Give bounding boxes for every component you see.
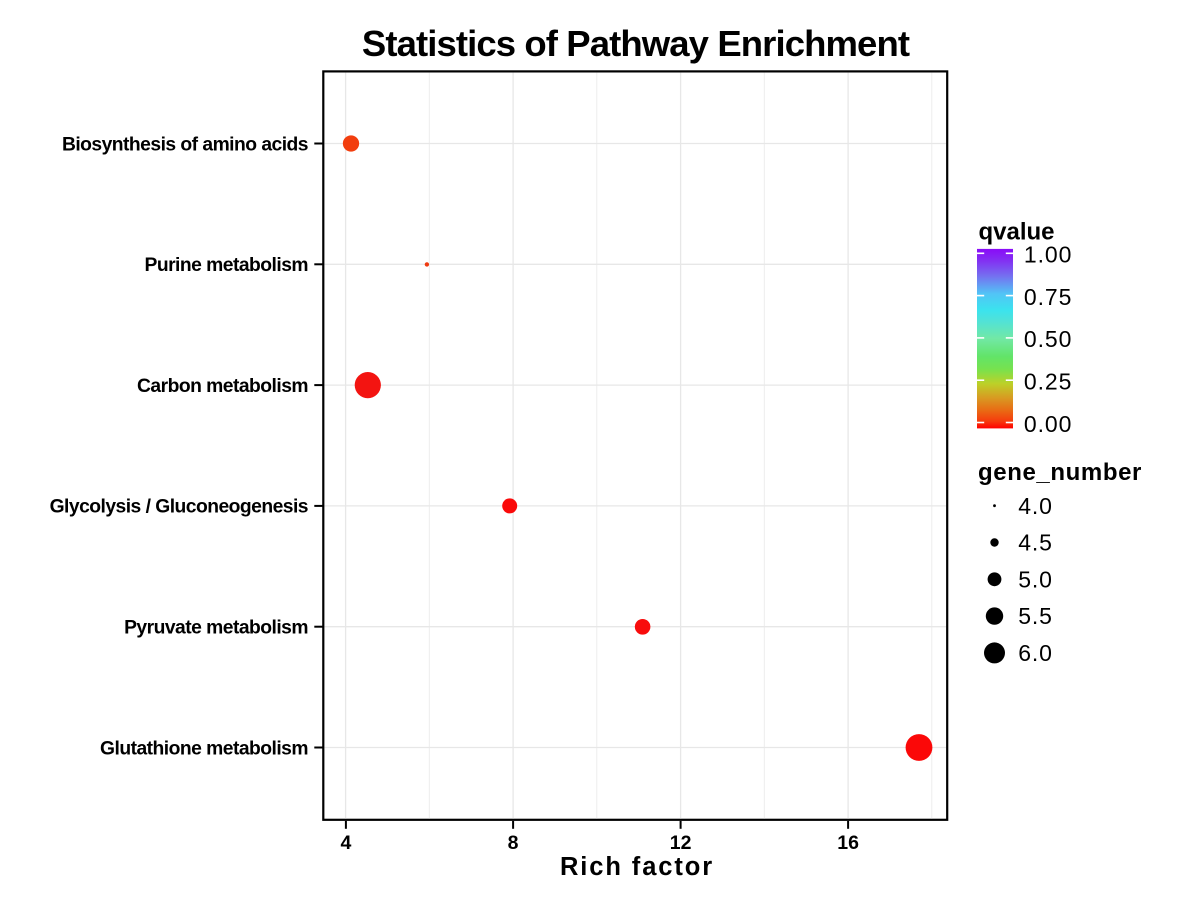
svg-text:Glycolysis / Gluconeogenesis: Glycolysis / Gluconeogenesis [50, 497, 308, 518]
svg-text:qvalue: qvalue [979, 218, 1055, 245]
svg-text:Rich factor: Rich factor [560, 853, 714, 881]
svg-text:4.5: 4.5 [1018, 530, 1053, 556]
svg-text:0.75: 0.75 [1024, 284, 1072, 310]
svg-text:5.0: 5.0 [1018, 566, 1053, 592]
svg-text:1.00: 1.00 [1024, 242, 1072, 268]
svg-text:4.0: 4.0 [1018, 493, 1053, 519]
svg-text:Carbon metabolism: Carbon metabolism [137, 376, 308, 397]
svg-text:Biosynthesis of amino acids: Biosynthesis of amino acids [62, 134, 308, 155]
svg-text:8: 8 [508, 832, 519, 854]
svg-text:12: 12 [670, 832, 692, 854]
svg-text:Glutathione metabolism: Glutathione metabolism [100, 738, 308, 759]
svg-text:0.00: 0.00 [1024, 411, 1072, 437]
svg-text:6.0: 6.0 [1018, 640, 1053, 666]
svg-text:0.50: 0.50 [1024, 326, 1072, 352]
svg-text:Statistics of Pathway Enrichme: Statistics of Pathway Enrichment [362, 23, 910, 64]
svg-text:0.25: 0.25 [1024, 369, 1072, 395]
svg-text:4: 4 [340, 832, 351, 854]
svg-text:16: 16 [837, 832, 859, 854]
svg-text:Purine metabolism: Purine metabolism [145, 255, 309, 276]
svg-text:Pyruvate metabolism: Pyruvate metabolism [124, 618, 308, 639]
svg-text:5.5: 5.5 [1018, 603, 1053, 629]
svg-text:gene_number: gene_number [978, 459, 1142, 486]
